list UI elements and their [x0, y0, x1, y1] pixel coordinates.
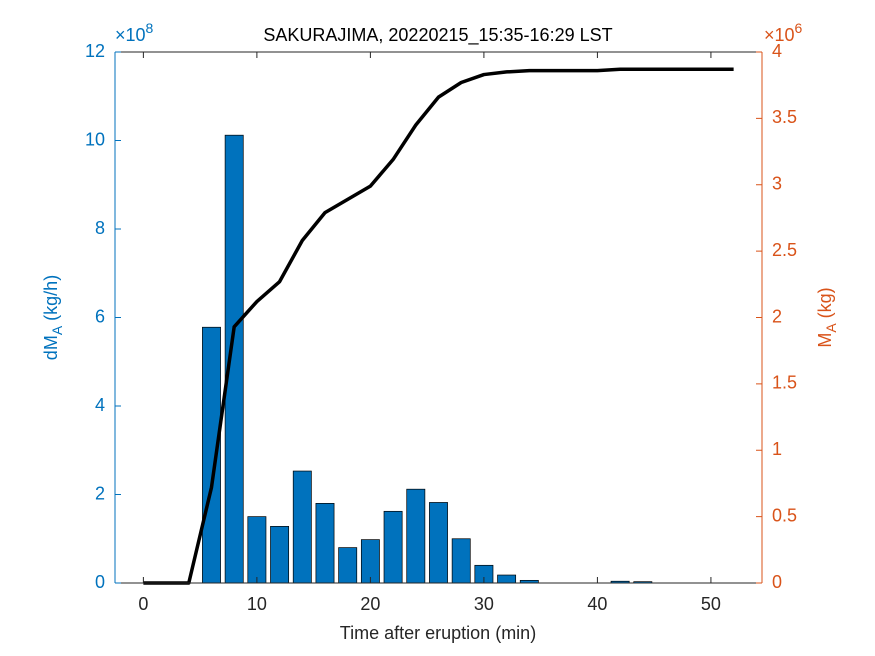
- bar: [360, 539, 380, 584]
- y2-axis-label-sub: A: [823, 323, 839, 333]
- bar: [451, 538, 471, 584]
- y-axis-label-main: dM: [41, 335, 61, 360]
- line: [143, 67, 734, 585]
- x-tick-label: 50: [701, 594, 721, 614]
- y2-tick-label: 0: [772, 572, 782, 592]
- x-tick-label: 30: [474, 594, 494, 614]
- bar: [202, 326, 221, 584]
- x-tick-label: 40: [587, 594, 607, 614]
- bar: [497, 574, 517, 584]
- y2-tick-label: 2: [772, 306, 782, 326]
- x-tick-label: 0: [138, 594, 148, 614]
- y2-tick-label: 1.5: [772, 373, 797, 393]
- bar: [270, 526, 290, 584]
- y2-axis-label: MA (kg): [815, 287, 839, 347]
- bar: [429, 502, 448, 584]
- y-tick-label: 2: [95, 483, 105, 503]
- y-tick-label: 0: [95, 572, 105, 592]
- y2-tick-label: 0.5: [772, 505, 797, 525]
- bar: [338, 547, 358, 584]
- y-axis-label: dMA (kg/h): [41, 275, 65, 360]
- chart-title: SAKURAJIMA, 20220215_15:35-16:29 LST: [263, 25, 612, 46]
- y2-axis-label-unit: (kg): [815, 287, 835, 323]
- x-axis-label: Time after eruption (min): [340, 623, 536, 643]
- y2-axis-label-main: M: [815, 333, 835, 348]
- x-tick-label: 20: [360, 594, 380, 614]
- y2-tick-label: 2.5: [772, 240, 797, 260]
- y-tick-label: 6: [95, 306, 105, 326]
- y2-tick-label: 4: [772, 41, 782, 61]
- y2-tick-label: 1: [772, 439, 782, 459]
- bar: [383, 510, 403, 584]
- x-tick-label: 10: [247, 594, 267, 614]
- y-tick-label: 12: [85, 41, 105, 61]
- y2-tick-label: 3.5: [772, 107, 797, 127]
- y-tick-label: 8: [95, 218, 105, 238]
- bar: [315, 503, 335, 584]
- y-multiplier-base: ×10: [115, 25, 146, 45]
- bar: [292, 470, 312, 584]
- y-multiplier: ×108: [115, 20, 154, 45]
- y2-multiplier-exponent: 6: [795, 20, 803, 36]
- y2-multiplier: ×106: [764, 20, 803, 45]
- bar: [224, 134, 244, 584]
- y2-multiplier-base: ×10: [764, 25, 795, 45]
- y-axis-label-sub: A: [49, 325, 65, 335]
- y2-tick-label: 3: [772, 174, 782, 194]
- y-multiplier-exponent: 8: [146, 20, 154, 36]
- bar: [247, 516, 267, 584]
- y-axis-label-unit: (kg/h): [41, 275, 61, 326]
- y-tick-label: 10: [85, 129, 105, 149]
- bar: [406, 488, 426, 584]
- y-tick-label: 4: [95, 395, 105, 415]
